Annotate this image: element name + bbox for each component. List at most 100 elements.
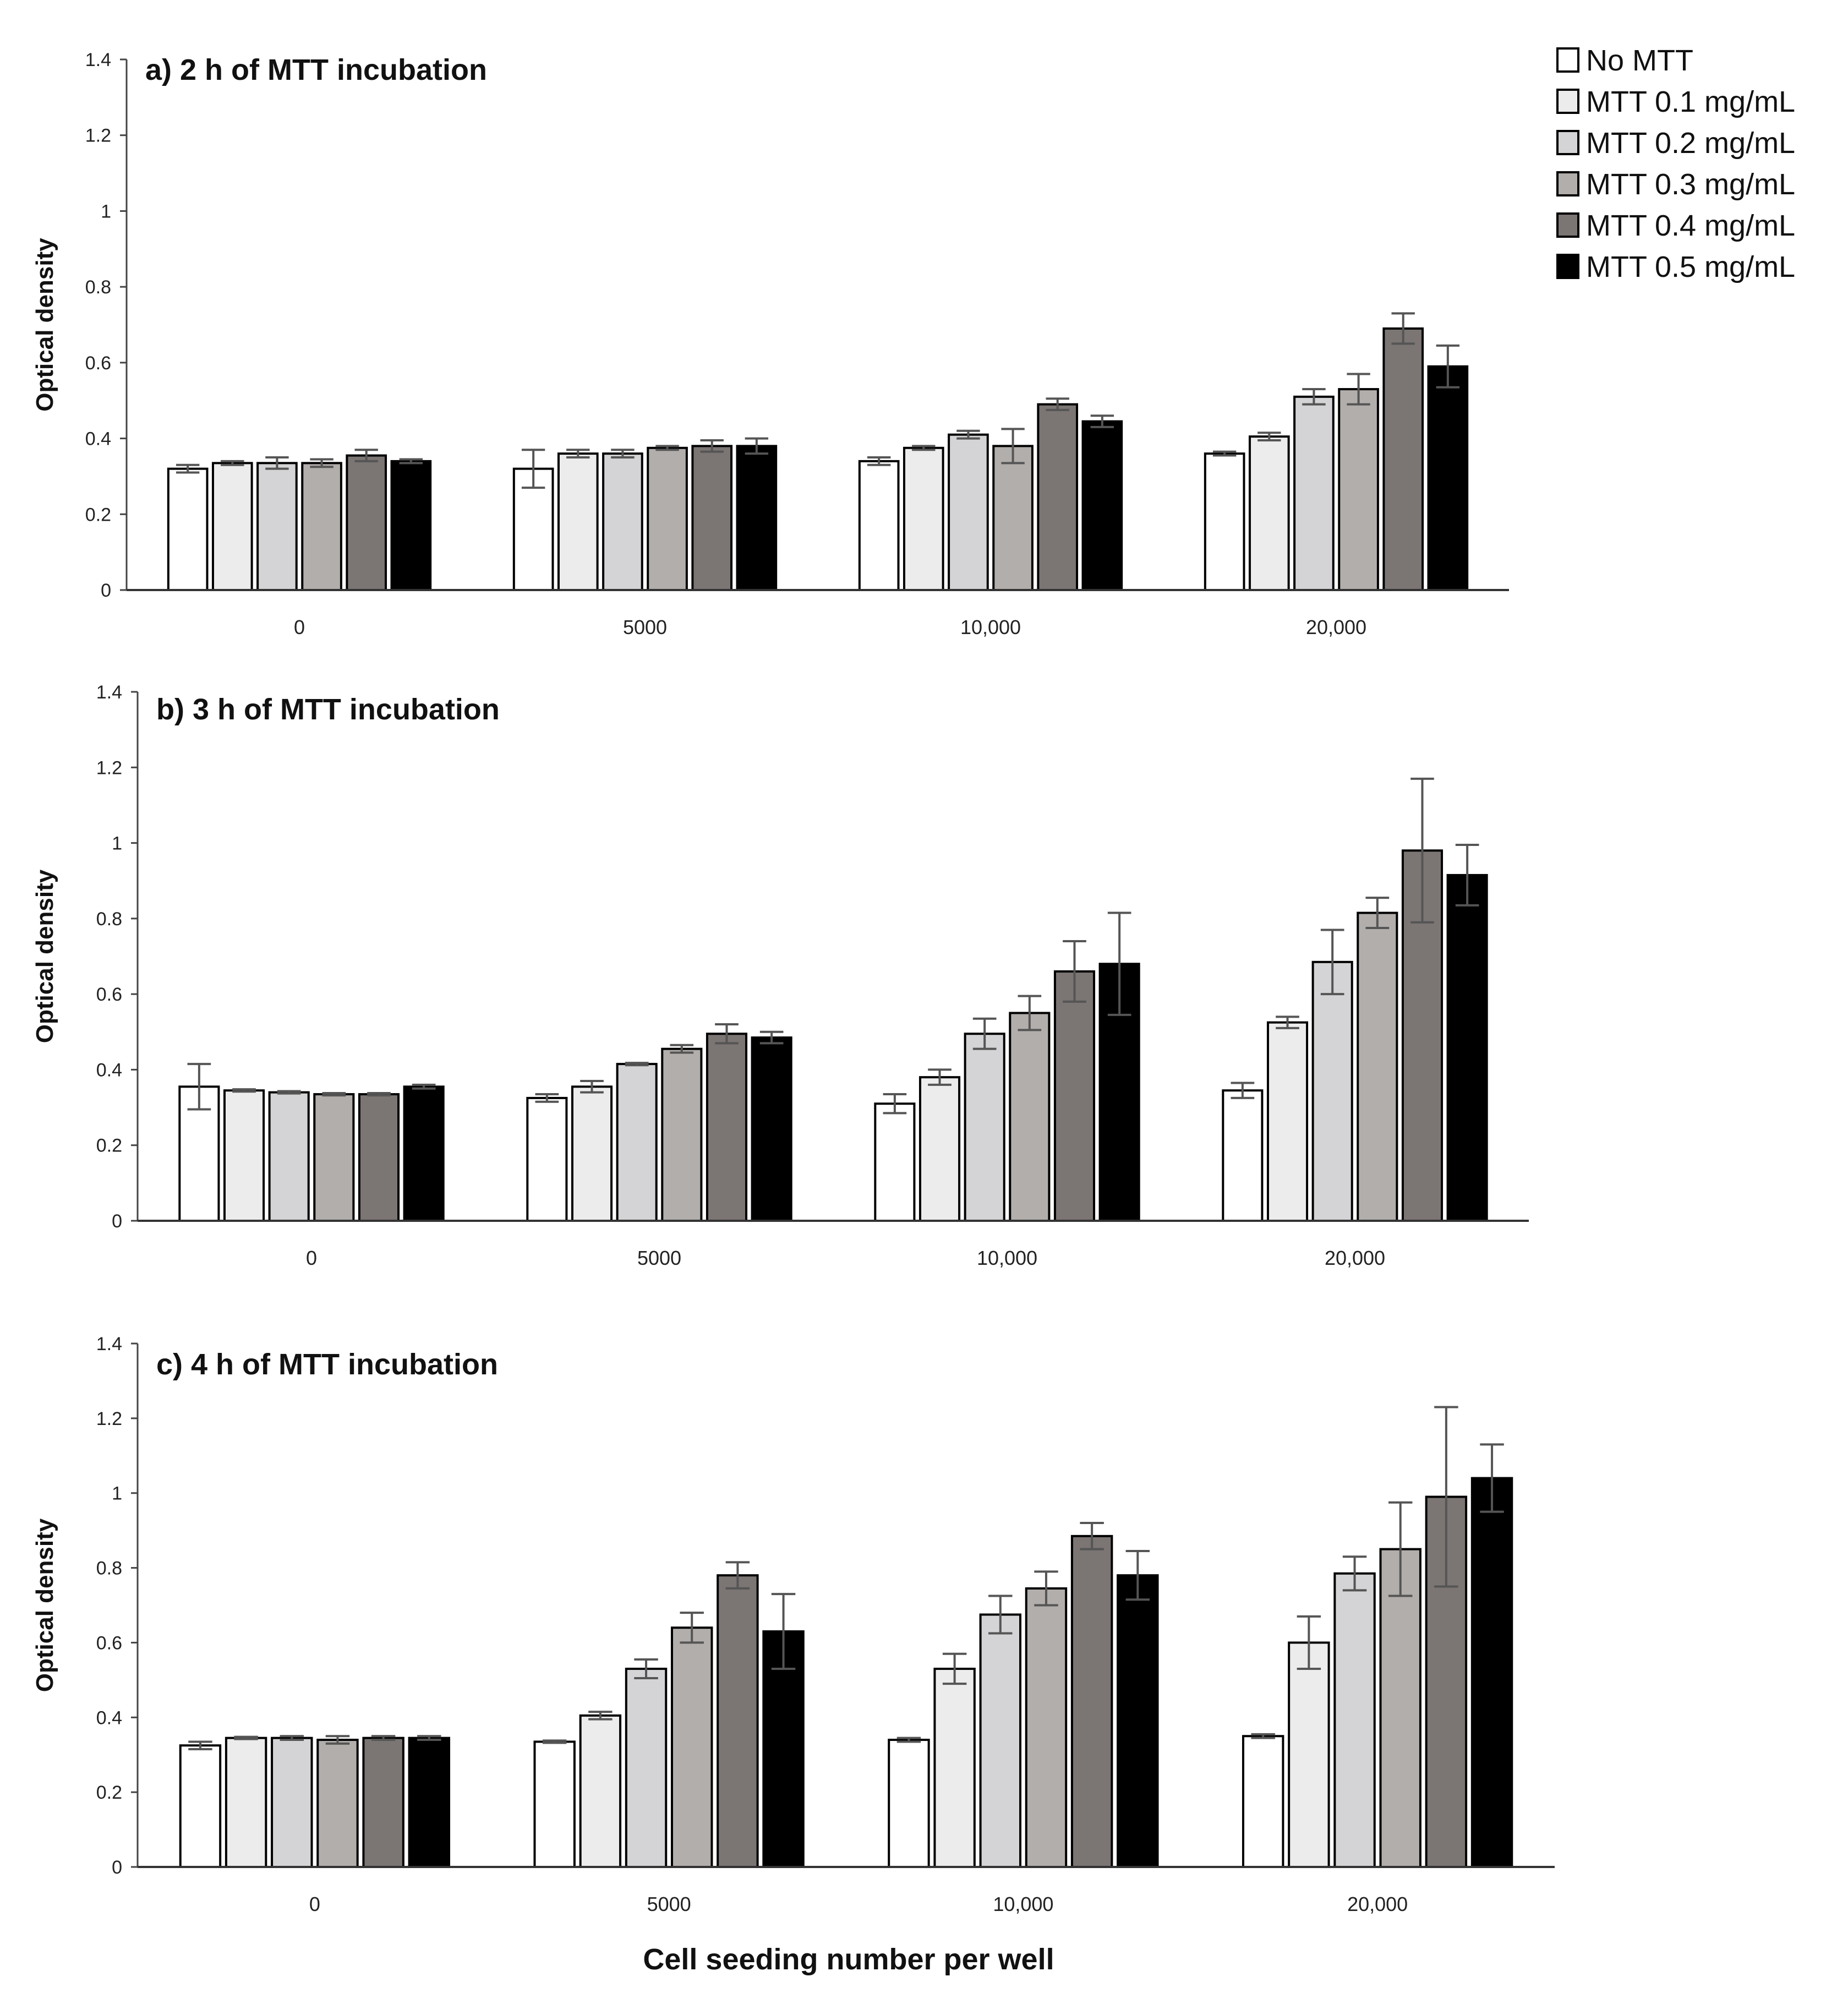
- x-tick-label: 5000: [647, 1893, 691, 1915]
- x-tick-label: 20,000: [1347, 1893, 1408, 1915]
- legend-label: No MTT: [1586, 44, 1693, 77]
- y-tick-label: 1.4: [96, 682, 122, 703]
- y-tick-label: 1.4: [85, 50, 111, 70]
- x-tick-label: 20,000: [1325, 1247, 1385, 1269]
- bar: [1311, 960, 1353, 1222]
- y-tick-label: 1.2: [96, 1408, 122, 1429]
- bar: [1242, 1735, 1284, 1868]
- y-tick-label: 0.8: [96, 909, 122, 930]
- bar: [223, 1089, 265, 1222]
- bar: [403, 1085, 445, 1222]
- y-tick-label: 0: [101, 580, 111, 601]
- y-tick-label: 1.4: [96, 1334, 122, 1355]
- bar: [346, 454, 387, 591]
- bar: [918, 1076, 961, 1222]
- chart-title: b) 3 h of MTT incubation: [156, 693, 500, 726]
- x-tick-label: 10,000: [977, 1247, 1037, 1269]
- bar: [616, 1063, 658, 1222]
- bar: [1070, 1535, 1113, 1868]
- bar: [225, 1737, 267, 1869]
- bar: [271, 1737, 313, 1869]
- y-tick-label: 1.2: [96, 757, 122, 778]
- bar: [706, 1033, 748, 1222]
- bar: [179, 1744, 222, 1869]
- bar: [316, 1739, 359, 1869]
- chart-panel: a) 2 h of MTT incubation Optical density 0…: [31, 50, 1509, 638]
- x-tick-label: 5000: [623, 616, 667, 638]
- legend-swatch: [1556, 130, 1579, 155]
- y-tick-label: 0.8: [96, 1558, 122, 1579]
- x-tick-label: 20,000: [1306, 616, 1366, 638]
- y-tick-label: 1: [101, 201, 111, 222]
- bar: [256, 462, 298, 591]
- bar: [1204, 452, 1245, 591]
- legend-swatch: [1556, 47, 1579, 73]
- y-axis-label: Optical density: [31, 1518, 58, 1692]
- bar: [358, 1093, 400, 1222]
- bar: [1081, 420, 1123, 591]
- bar: [717, 1574, 759, 1869]
- bar: [1470, 1477, 1513, 1869]
- bar: [858, 460, 900, 592]
- bar: [313, 1093, 355, 1222]
- bar: [533, 1740, 576, 1868]
- bar: [390, 460, 432, 592]
- legend-swatch: [1556, 212, 1579, 238]
- bar: [1357, 911, 1398, 1222]
- y-tick-label: 0.2: [96, 1782, 122, 1803]
- bar: [1293, 395, 1335, 591]
- bar: [661, 1047, 703, 1222]
- bar: [751, 1036, 792, 1222]
- legend-label: MTT 0.3 mg/mL: [1586, 168, 1795, 201]
- y-tick-label: 0.4: [96, 1707, 122, 1728]
- x-tick-label: 10,000: [993, 1893, 1053, 1915]
- bar: [964, 1033, 1005, 1222]
- y-axis-label: Optical density: [31, 869, 58, 1043]
- bar: [167, 467, 209, 592]
- bar: [571, 1085, 613, 1222]
- chart-title: a) 2 h of MTT incubation: [145, 53, 487, 86]
- bar: [1338, 388, 1379, 591]
- bar: [526, 1096, 568, 1222]
- y-tick-label: 0.4: [96, 1060, 122, 1080]
- bar: [1117, 1574, 1159, 1869]
- bar: [1025, 1587, 1068, 1868]
- bar: [579, 1714, 622, 1869]
- bar: [1382, 327, 1424, 592]
- bar: [1427, 365, 1469, 591]
- y-tick-label: 0.8: [85, 277, 111, 298]
- bar: [691, 445, 733, 591]
- y-tick-label: 0: [112, 1211, 122, 1232]
- bar: [1446, 873, 1488, 1222]
- chart-title: c) 4 h of MTT incubation: [156, 1348, 498, 1381]
- bar: [736, 445, 778, 591]
- legend-label: MTT 0.5 mg/mL: [1586, 250, 1795, 283]
- legend-label: MTT 0.4 mg/mL: [1586, 209, 1795, 242]
- y-axis-label: Optical density: [31, 238, 58, 412]
- bar: [301, 462, 342, 591]
- bar: [557, 452, 599, 591]
- y-tick-label: 0.2: [96, 1135, 122, 1156]
- x-axis-label: Cell seeding number per well: [643, 1943, 1054, 1976]
- y-tick-label: 0.6: [96, 1632, 122, 1653]
- bar: [625, 1667, 668, 1868]
- bar: [647, 446, 688, 591]
- legend-swatch: [1556, 254, 1579, 279]
- bar: [1288, 1641, 1330, 1868]
- y-tick-label: 0.6: [96, 984, 122, 1005]
- bar: [1379, 1548, 1421, 1869]
- bar: [1266, 1021, 1309, 1222]
- bar: [362, 1737, 404, 1869]
- bar: [933, 1667, 976, 1868]
- legend-label: MTT 0.2 mg/mL: [1586, 127, 1795, 160]
- bar: [1037, 403, 1079, 591]
- legend-label: MTT 0.1 mg/mL: [1586, 85, 1795, 118]
- chart-panel: c) 4 h of MTT incubation Optical density 0…: [31, 1334, 1555, 1915]
- bar: [268, 1091, 310, 1222]
- x-tick-label: 5000: [637, 1247, 681, 1269]
- bar: [1248, 435, 1290, 592]
- y-tick-label: 0.2: [85, 504, 111, 525]
- y-tick-label: 0.6: [85, 353, 111, 374]
- bar: [948, 433, 989, 592]
